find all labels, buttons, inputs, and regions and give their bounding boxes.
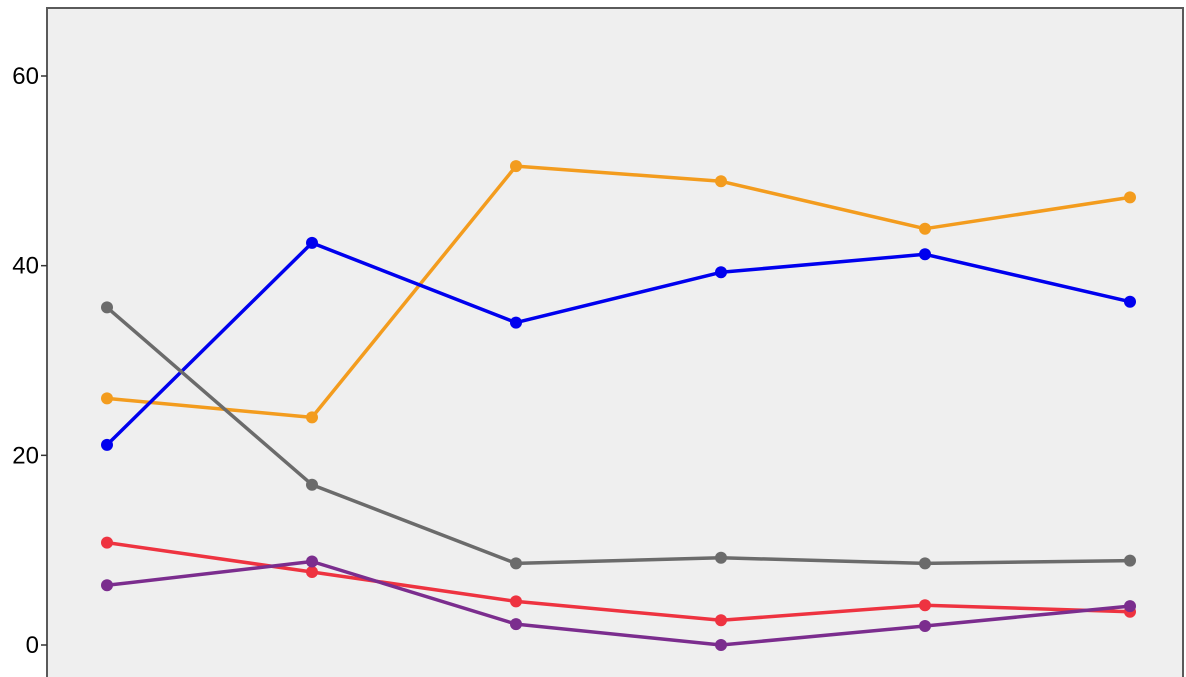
data-point [1124,600,1136,613]
data-point [510,595,522,608]
data-point [101,438,113,451]
data-point [919,222,931,235]
series-5 [101,555,1136,651]
data-point [510,618,522,631]
data-point [919,620,931,632]
series-1 [101,160,1136,424]
data-point [101,579,113,592]
data-point [101,392,113,405]
data-point [510,160,522,173]
data-point [306,566,318,578]
data-point [1124,554,1136,567]
data-point [919,557,931,570]
series-line [105,306,1131,566]
data-point [715,639,727,651]
data-point [510,557,522,570]
data-point [715,266,727,279]
series-line [106,559,1131,647]
series-layer [101,160,1136,651]
y-tick-label: 0 [26,632,39,659]
series-3 [101,301,1136,570]
y-axis: 0 20 40 60 [12,63,47,659]
series-2 [101,236,1136,451]
y-tick-label: 40 [12,253,39,280]
data-point [306,236,318,249]
data-point [510,316,522,329]
data-point [101,536,113,549]
data-point [1124,295,1136,308]
data-point [101,301,113,314]
y-tick-label: 60 [12,63,39,90]
data-point [306,555,318,568]
data-point [919,599,931,612]
data-point [1124,191,1136,204]
series-line [106,164,1131,420]
data-point [919,248,931,261]
data-point [306,478,318,491]
y-tick-label: 20 [12,442,39,469]
data-point [715,175,727,188]
plot-area [46,7,1184,677]
data-point [715,614,727,627]
series-line [105,241,1131,447]
data-point [306,411,318,424]
data-point [715,551,727,564]
